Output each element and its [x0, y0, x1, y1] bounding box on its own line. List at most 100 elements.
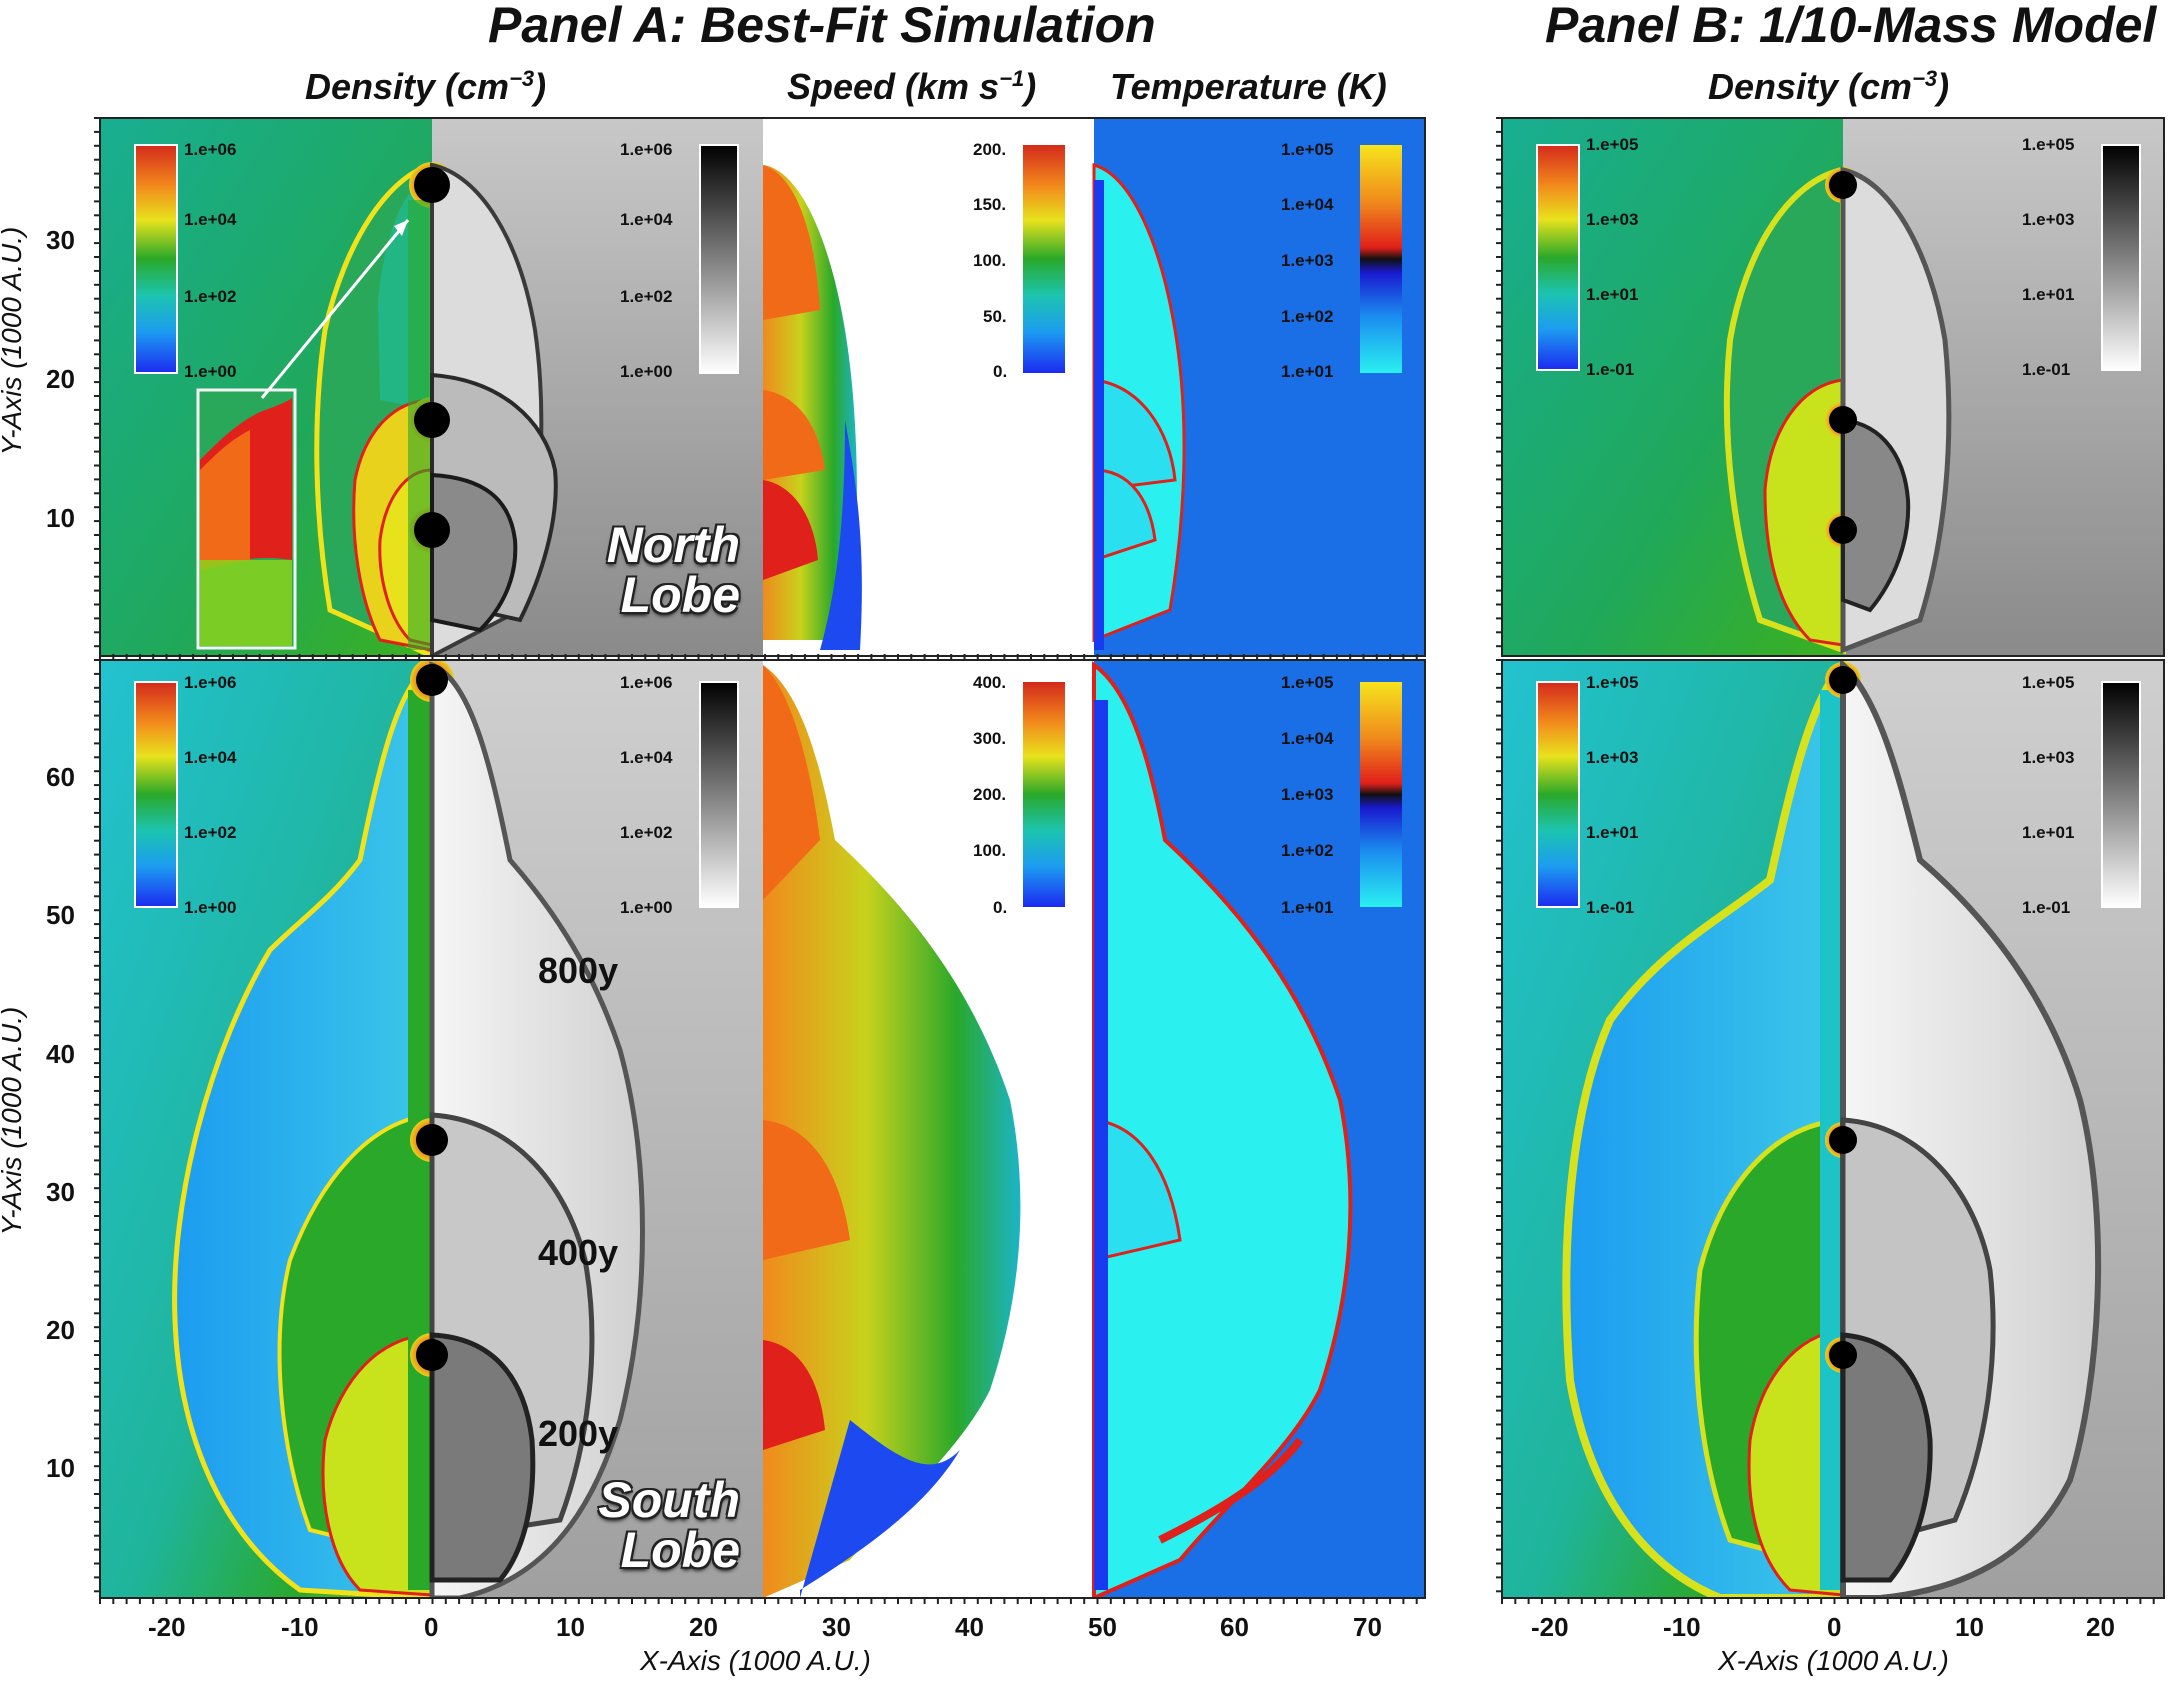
colorbar-speed-south: [1023, 682, 1065, 907]
x-tick-b-10: 10: [1955, 1612, 1984, 1642]
cb-dens-a-s-2: 1.e+02: [184, 823, 237, 842]
cb-dens-a-n-0: 1.e+06: [184, 140, 237, 159]
x-tick-a-0: 0: [424, 1612, 439, 1642]
cb-gray-a-s-3: 1.e+00: [620, 898, 673, 917]
colorbar-gray-b-south: [2101, 681, 2141, 908]
y-tick-south-20: 20: [46, 1315, 75, 1345]
cb-gray-b-s-0: 1.e+05: [2022, 673, 2075, 692]
panel-a-north-plot: [100, 118, 1425, 656]
cb-dens-b-s-0: 1.e+05: [1586, 673, 1639, 692]
south-lobe-label: South Lobe: [598, 1472, 740, 1578]
cb-dens-b-n-0: 1.e+05: [1586, 135, 1639, 154]
cb-temp-s-0: 1.e+05: [1281, 673, 1334, 692]
cb-gray-b-s-1: 1.e+03: [2022, 748, 2075, 767]
cb-speed-n-2: 100.: [973, 251, 1007, 270]
cb-speed-n-1: 150.: [973, 195, 1007, 214]
cb-speed-s-2: 200.: [973, 785, 1007, 804]
cb-temp-n-4: 1.e+01: [1281, 362, 1334, 381]
cb-speed-s-4: 0.: [993, 898, 1008, 917]
cb-speed-s-1: 300.: [973, 729, 1007, 748]
colorbar-speed-north: [1023, 145, 1065, 373]
colorbar-gray-a-north: [699, 144, 739, 374]
cb-dens-b-n-1: 1.e+03: [1586, 210, 1639, 229]
cb-gray-b-s-3: 1.e-01: [2022, 898, 2071, 917]
x-tick-a-30: 30: [822, 1612, 851, 1642]
cb-temp-s-1: 1.e+04: [1281, 729, 1334, 748]
panel-a-south-frame: [99, 659, 1426, 1599]
cb-temp-n-1: 1.e+04: [1281, 195, 1334, 214]
x-tick-b-0: 0: [1827, 1612, 1842, 1642]
cb-dens-a-n-3: 1.e+00: [184, 362, 237, 381]
cb-gray-a-n-3: 1.e+00: [620, 362, 673, 381]
colorbar-temp-south: [1360, 682, 1402, 907]
panel-b-title: Panel B: 1/10-Mass Model: [1545, 0, 2157, 53]
x-tick-a-10: 10: [556, 1612, 585, 1642]
panel-b-south-frame: [1501, 659, 2165, 1599]
temperature-title: Temperature (K): [1110, 66, 1387, 107]
colorbar-density-b-south: [1536, 681, 1580, 908]
x-tick-a-m10: -10: [281, 1612, 319, 1642]
panel-a-south-plot: [100, 660, 1425, 1598]
cb-dens-a-s-3: 1.e+00: [184, 898, 237, 917]
colorbar-temp-north: [1360, 145, 1402, 373]
cb-gray-a-n-1: 1.e+04: [620, 210, 673, 229]
x-axis-label-a: X-Axis (1000 A.U.): [640, 1645, 871, 1676]
x-tick-a-20: 20: [689, 1612, 718, 1642]
cb-gray-b-s-2: 1.e+01: [2022, 823, 2075, 842]
cb-dens-a-s-0: 1.e+06: [184, 673, 237, 692]
cb-gray-a-n-2: 1.e+02: [620, 287, 673, 306]
cb-dens-a-s-1: 1.e+04: [184, 748, 237, 767]
colorbar-gray-b-north: [2101, 144, 2141, 371]
age-200y-label: 200y: [538, 1413, 619, 1454]
x-tick-a-60: 60: [1220, 1612, 1249, 1642]
panel-a-north-frame: [99, 117, 1426, 657]
cb-speed-n-0: 200.: [973, 140, 1007, 159]
cb-gray-b-n-3: 1.e-01: [2022, 360, 2071, 379]
cb-speed-n-3: 50.: [983, 307, 1007, 326]
panel-a-title: Panel A: Best-Fit Simulation: [488, 0, 1156, 53]
speed-title: Speed (km s−1): [787, 66, 1037, 107]
x-tick-b-20: 20: [2086, 1612, 2115, 1642]
x-tick-a-m20: -20: [148, 1612, 186, 1642]
cb-gray-a-n-0: 1.e+06: [620, 140, 673, 159]
north-lobe-label: North Lobe: [606, 517, 740, 623]
panel-b-north-plot: [1502, 118, 2164, 656]
colorbar-density-a-south: [134, 681, 178, 908]
y-tick-north-10: 10: [46, 503, 75, 533]
cb-speed-s-0: 400.: [973, 673, 1007, 692]
y-tick-south-10: 10: [46, 1453, 75, 1483]
cb-gray-b-n-1: 1.e+03: [2022, 210, 2075, 229]
cb-dens-b-s-3: 1.e-01: [1586, 898, 1635, 917]
cb-dens-a-n-1: 1.e+04: [184, 210, 237, 229]
y-tick-south-50: 50: [46, 900, 75, 930]
age-400y-label: 400y: [538, 1232, 619, 1273]
cb-temp-s-4: 1.e+01: [1281, 898, 1334, 917]
cb-temp-s-2: 1.e+03: [1281, 785, 1334, 804]
cb-gray-a-s-1: 1.e+04: [620, 748, 673, 767]
colorbar-density-b-north: [1536, 144, 1580, 371]
cb-dens-b-n-2: 1.e+01: [1586, 285, 1639, 304]
cb-dens-a-n-2: 1.e+02: [184, 287, 237, 306]
cb-temp-n-3: 1.e+02: [1281, 307, 1334, 326]
y-tick-north-30: 30: [46, 225, 75, 255]
cb-dens-b-s-2: 1.e+01: [1586, 823, 1639, 842]
age-800y-label: 800y: [538, 950, 619, 991]
cb-temp-n-0: 1.e+05: [1281, 140, 1334, 159]
cb-dens-b-s-1: 1.e+03: [1586, 748, 1639, 767]
y-tick-south-40: 40: [46, 1039, 75, 1069]
x-tick-a-40: 40: [955, 1612, 984, 1642]
panel-b-north-frame: [1501, 117, 2165, 657]
x-axis-label-b: X-Axis (1000 A.U.): [1718, 1645, 1949, 1676]
cb-dens-b-n-3: 1.e-01: [1586, 360, 1635, 379]
cb-gray-b-n-2: 1.e+01: [2022, 285, 2075, 304]
panel-b-south-plot: [1502, 660, 2164, 1598]
x-tick-a-70: 70: [1353, 1612, 1382, 1642]
y-tick-south-60: 60: [46, 762, 75, 792]
cb-temp-n-2: 1.e+03: [1281, 251, 1334, 270]
x-tick-b-m10: -10: [1663, 1612, 1701, 1642]
cb-speed-s-3: 100.: [973, 841, 1007, 860]
y-tick-south-30: 30: [46, 1177, 75, 1207]
cb-gray-b-n-0: 1.e+05: [2022, 135, 2075, 154]
density-title-b: Density (cm−3): [1708, 66, 1950, 107]
